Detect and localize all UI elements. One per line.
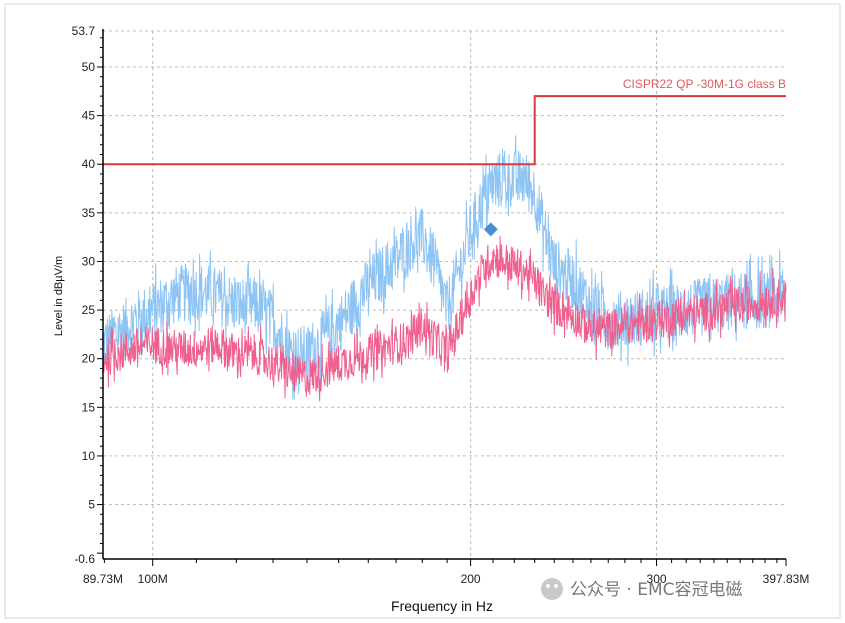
wechat-logo-icon xyxy=(541,578,563,600)
limit-layer xyxy=(103,95,786,166)
limit-line xyxy=(103,95,786,166)
x-tick-label: 100M xyxy=(138,572,168,586)
series-trace-1 xyxy=(102,235,787,402)
x-tick-label: 300 xyxy=(647,572,667,586)
y-axis-title: Level in dBµV/m xyxy=(53,256,65,336)
y-tick-label: 10 xyxy=(82,449,96,463)
y-tick-label: 50 xyxy=(82,60,96,74)
y-tick-label: 35 xyxy=(82,206,96,220)
y-tick-label: 53.7 xyxy=(72,24,96,38)
y-tick-label: 15 xyxy=(82,400,96,414)
axes: -0.6 5 10 15 20 25 30 35 40 45 50 53.7 89.73M 100M 200… xyxy=(72,24,810,586)
y-tick-label: 25 xyxy=(82,303,96,317)
y-tick-label: 40 xyxy=(82,157,96,171)
wechat-logo-eye-icon xyxy=(546,584,550,588)
x-tick-label: 397.83M xyxy=(763,572,810,586)
wechat-logo-eye-icon xyxy=(554,584,558,588)
x-tick-label: 89.73M xyxy=(83,572,123,586)
x-axis-title: Frequency in Hz xyxy=(391,598,493,614)
y-tick-label: -0.6 xyxy=(74,552,95,566)
peak-marker xyxy=(483,222,498,237)
outer-frame xyxy=(4,3,841,619)
x-tick-label: 200 xyxy=(461,572,481,586)
y-tick-label: 20 xyxy=(82,352,96,366)
limit-line-label: CISPR22 QP -30M-1G class B xyxy=(623,77,786,91)
series-layer xyxy=(102,135,787,402)
watermark-text: 公众号 · EMC容冠电磁 xyxy=(570,580,743,600)
y-tick-label: 30 xyxy=(82,254,96,268)
labels: Frequency in Hz Level in dBµV/m CISPR22 … xyxy=(53,77,786,614)
marker-layer xyxy=(483,222,498,237)
y-tick-label: 45 xyxy=(82,109,96,123)
watermark: 公众号 · EMC容冠电磁 xyxy=(541,578,743,600)
y-tick-label: 5 xyxy=(88,498,95,512)
